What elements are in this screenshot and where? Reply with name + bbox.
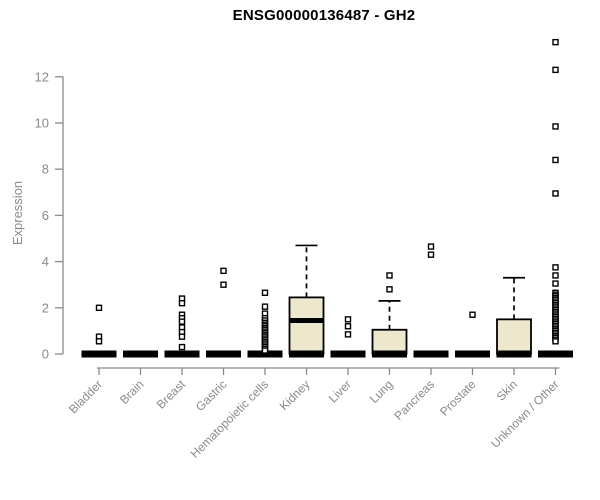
outlier-point — [552, 66, 559, 74]
y-tick-label: 2 — [42, 300, 49, 315]
x-tick-label-liver: Liver — [326, 377, 354, 405]
outlier-point — [178, 318, 186, 325]
y-tick-label: 8 — [42, 162, 49, 177]
x-tick-label-gastric: Gastric — [193, 377, 230, 414]
x-tick-label-prostate: Prostate — [437, 377, 479, 419]
y-tick-label: 12 — [35, 69, 49, 84]
outlier-point — [386, 286, 393, 293]
outlier-point — [344, 331, 352, 338]
boxplot-unknown-other — [538, 38, 573, 358]
x-tick-label-pancreas: Pancreas — [391, 377, 437, 423]
outlier-point — [95, 338, 103, 345]
outlier-point — [261, 303, 269, 310]
y-tick-label: 10 — [35, 116, 49, 131]
outlier-point — [261, 289, 269, 296]
outlier-point — [552, 156, 559, 164]
boxplot-breast — [164, 295, 200, 358]
y-tick-label: 4 — [42, 254, 49, 269]
boxplot-skin — [496, 276, 532, 358]
outlier-point — [427, 251, 435, 258]
outlier-point — [178, 333, 186, 340]
y-tick-label: 0 — [42, 347, 49, 362]
outlier-point — [344, 316, 352, 323]
chart-title: ENSG00000136487 - GH2 — [232, 7, 416, 24]
boxplot-pancreas — [413, 243, 449, 358]
outlier-point — [344, 323, 352, 330]
outlier-point — [552, 272, 559, 279]
outlier-point — [552, 338, 559, 345]
outlier-point — [261, 347, 269, 354]
boxplot-lung — [371, 272, 408, 358]
outlier-point — [552, 280, 559, 287]
x-tick-label-lung: Lung — [367, 377, 396, 406]
outlier-point — [552, 264, 559, 271]
boxplot-kidney — [288, 244, 325, 358]
y-tick-label: 6 — [42, 208, 49, 223]
boxplot-liver — [330, 316, 366, 358]
outlier-point — [95, 304, 103, 311]
outlier-point — [427, 243, 435, 250]
boxplot-brain — [123, 350, 158, 358]
outlier-point — [469, 311, 476, 318]
boxplot-hematopoietic-cells — [247, 289, 283, 358]
outlier-point — [386, 272, 393, 279]
outlier-point — [178, 343, 186, 351]
x-tick-label-bladder: Bladder — [66, 377, 105, 416]
boxplot-gastric — [206, 267, 241, 358]
y-axis: 0 2 4 6 8 10 12 — [35, 69, 64, 362]
boxplot-bladder — [81, 304, 117, 358]
x-tick-label-brain: Brain — [117, 377, 147, 407]
outlier-point — [220, 267, 227, 275]
x-tick-label-breast: Breast — [154, 377, 189, 412]
x-tick-label-kidney: Kidney — [277, 377, 313, 413]
outlier-point — [552, 190, 559, 197]
outlier-point — [552, 123, 559, 130]
outlier-point — [552, 38, 559, 46]
boxplot-prostate — [455, 311, 490, 358]
x-tick-label-skin: Skin — [494, 377, 520, 403]
outlier-point — [220, 281, 227, 288]
outlier-point — [178, 299, 186, 307]
x-tick-label-hematopoietic-cells: Hematopoietic cells — [188, 377, 271, 460]
